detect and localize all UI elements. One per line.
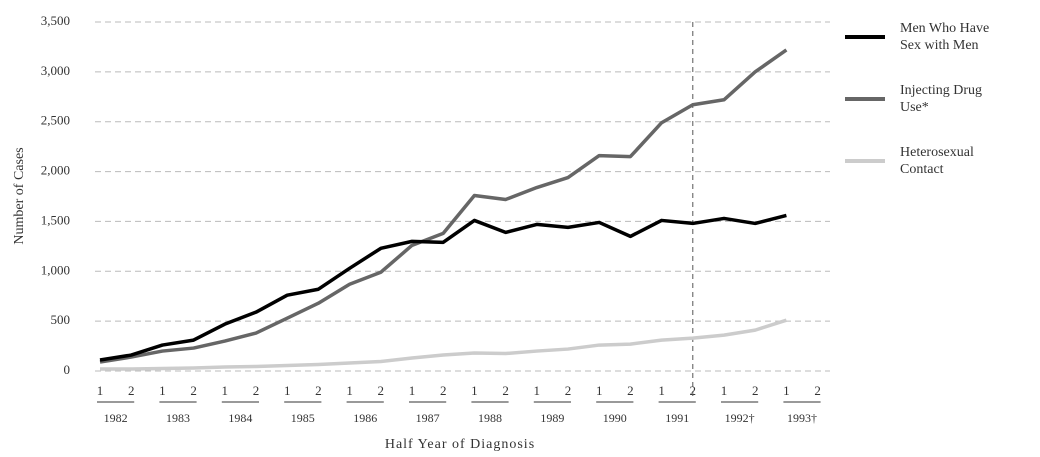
- year-label: 1985: [291, 411, 315, 425]
- series-line: [99, 48, 788, 364]
- year-label: 1982: [104, 411, 128, 425]
- year-label: 1989: [540, 411, 564, 425]
- x-axis-title: Half Year of Diagnosis: [385, 437, 535, 452]
- y-tick-label: 3,500: [41, 13, 70, 28]
- legend-label: Heterosexual Contact: [900, 145, 974, 177]
- x-tick-label: 1: [159, 383, 166, 398]
- series-line: [100, 318, 787, 371]
- legend-label: Men Who Have Sex with Men: [900, 21, 990, 53]
- x-tick-label: 1: [222, 383, 229, 398]
- x-tick-label: 1: [97, 383, 104, 398]
- year-label: 1992†: [725, 411, 755, 425]
- y-axis-title: Number of Cases: [12, 147, 27, 244]
- x-tick-label: 2: [315, 383, 322, 398]
- x-tick-label: 2: [378, 383, 385, 398]
- y-tick-label: 1,500: [41, 212, 70, 227]
- year-label: 1988: [478, 411, 502, 425]
- year-label: 1991: [665, 411, 689, 425]
- y-tick-label: 3,000: [41, 63, 70, 78]
- x-tick-label: 1: [534, 383, 541, 398]
- x-tick-label: 2: [752, 383, 759, 398]
- y-tick-label: 2,000: [41, 163, 70, 178]
- year-label: 1986: [353, 411, 377, 425]
- legend-swatch: [845, 159, 885, 163]
- x-tick-label: 1: [346, 383, 353, 398]
- x-tick-label: 2: [565, 383, 572, 398]
- year-label: 1993†: [787, 411, 817, 425]
- x-tick-label: 1: [409, 383, 416, 398]
- series-line: [99, 213, 787, 362]
- x-tick-label: 1: [658, 383, 665, 398]
- x-tick-label: 1: [596, 383, 603, 398]
- x-tick-label: 1: [471, 383, 478, 398]
- y-tick-label: 500: [51, 312, 71, 327]
- x-tick-label: 2: [190, 383, 197, 398]
- x-tick-label: 1: [284, 383, 291, 398]
- x-tick-label: 1: [783, 383, 790, 398]
- year-label: 1987: [416, 411, 440, 425]
- year-label: 1983: [166, 411, 190, 425]
- x-tick-label: 2: [502, 383, 509, 398]
- legend-label: Injecting Drug Use*: [900, 83, 983, 115]
- x-tick-label: 2: [253, 383, 260, 398]
- year-label: 1990: [603, 411, 627, 425]
- x-tick-label: 2: [128, 383, 135, 398]
- legend-swatch: [845, 35, 885, 39]
- y-tick-label: 0: [64, 362, 71, 377]
- x-tick-label: 2: [814, 383, 821, 398]
- x-tick-label: 1: [721, 383, 728, 398]
- x-tick-label: 2: [627, 383, 634, 398]
- year-label: 1984: [228, 411, 252, 425]
- y-tick-label: 2,500: [41, 113, 70, 128]
- y-tick-label: 1,000: [41, 262, 70, 277]
- legend-swatch: [845, 97, 885, 101]
- x-tick-label: 2: [440, 383, 447, 398]
- x-tick-label: 2: [690, 383, 697, 398]
